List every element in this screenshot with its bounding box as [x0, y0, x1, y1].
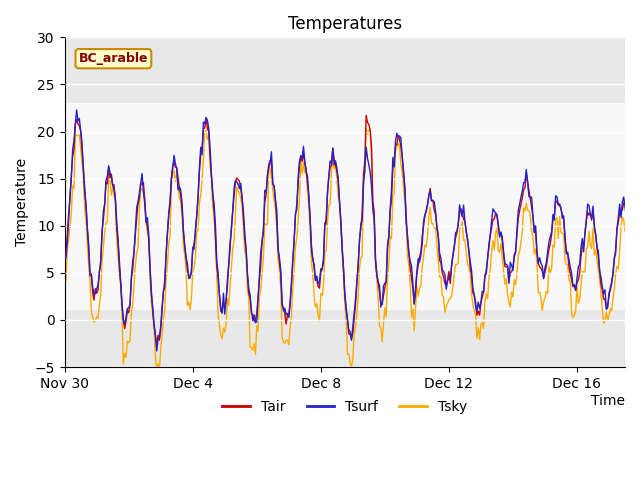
Bar: [65, 311, 625, 367]
Bar: [65, 37, 625, 103]
Title: Temperatures: Temperatures: [288, 15, 402, 33]
Y-axis label: Temperature: Temperature: [15, 158, 29, 246]
X-axis label: Time: Time: [591, 394, 625, 408]
Legend: Tair, Tsurf, Tsky: Tair, Tsurf, Tsky: [217, 394, 473, 420]
Text: BC_arable: BC_arable: [79, 52, 148, 65]
